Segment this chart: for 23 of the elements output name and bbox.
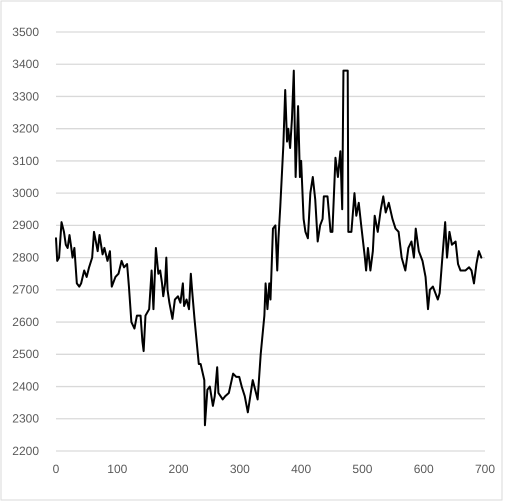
x-tick-label: 500 (352, 462, 373, 476)
y-tick-label: 2500 (12, 347, 40, 362)
x-tick-label: 300 (230, 462, 250, 476)
x-tick-label: 700 (474, 462, 496, 476)
y-tick-label: 2300 (12, 412, 40, 426)
y-tick-label: 2600 (12, 314, 40, 329)
y-tick-label: 3400 (12, 57, 40, 72)
x-tick-label: 0 (52, 462, 60, 476)
x-tick-label: 100 (107, 462, 128, 476)
x-tick-label: 200 (168, 462, 189, 476)
y-tick-label: 2700 (12, 282, 40, 297)
y-tick-label: 2400 (12, 379, 40, 394)
y-tick-label: 3500 (12, 24, 40, 39)
y-tick-label: 2200 (12, 444, 40, 458)
y-tick-label: 3300 (12, 89, 40, 104)
x-tick-label: 400 (291, 462, 312, 476)
y-tick-label: 2900 (12, 218, 40, 232)
y-tick-label: 2800 (12, 250, 40, 264)
y-tick-label: 3200 (12, 122, 40, 136)
x-tick-label: 600 (414, 462, 434, 476)
y-tick-label: 3000 (12, 186, 40, 200)
y-tick-label: 3100 (12, 154, 40, 168)
line-series (55, 70, 482, 426)
